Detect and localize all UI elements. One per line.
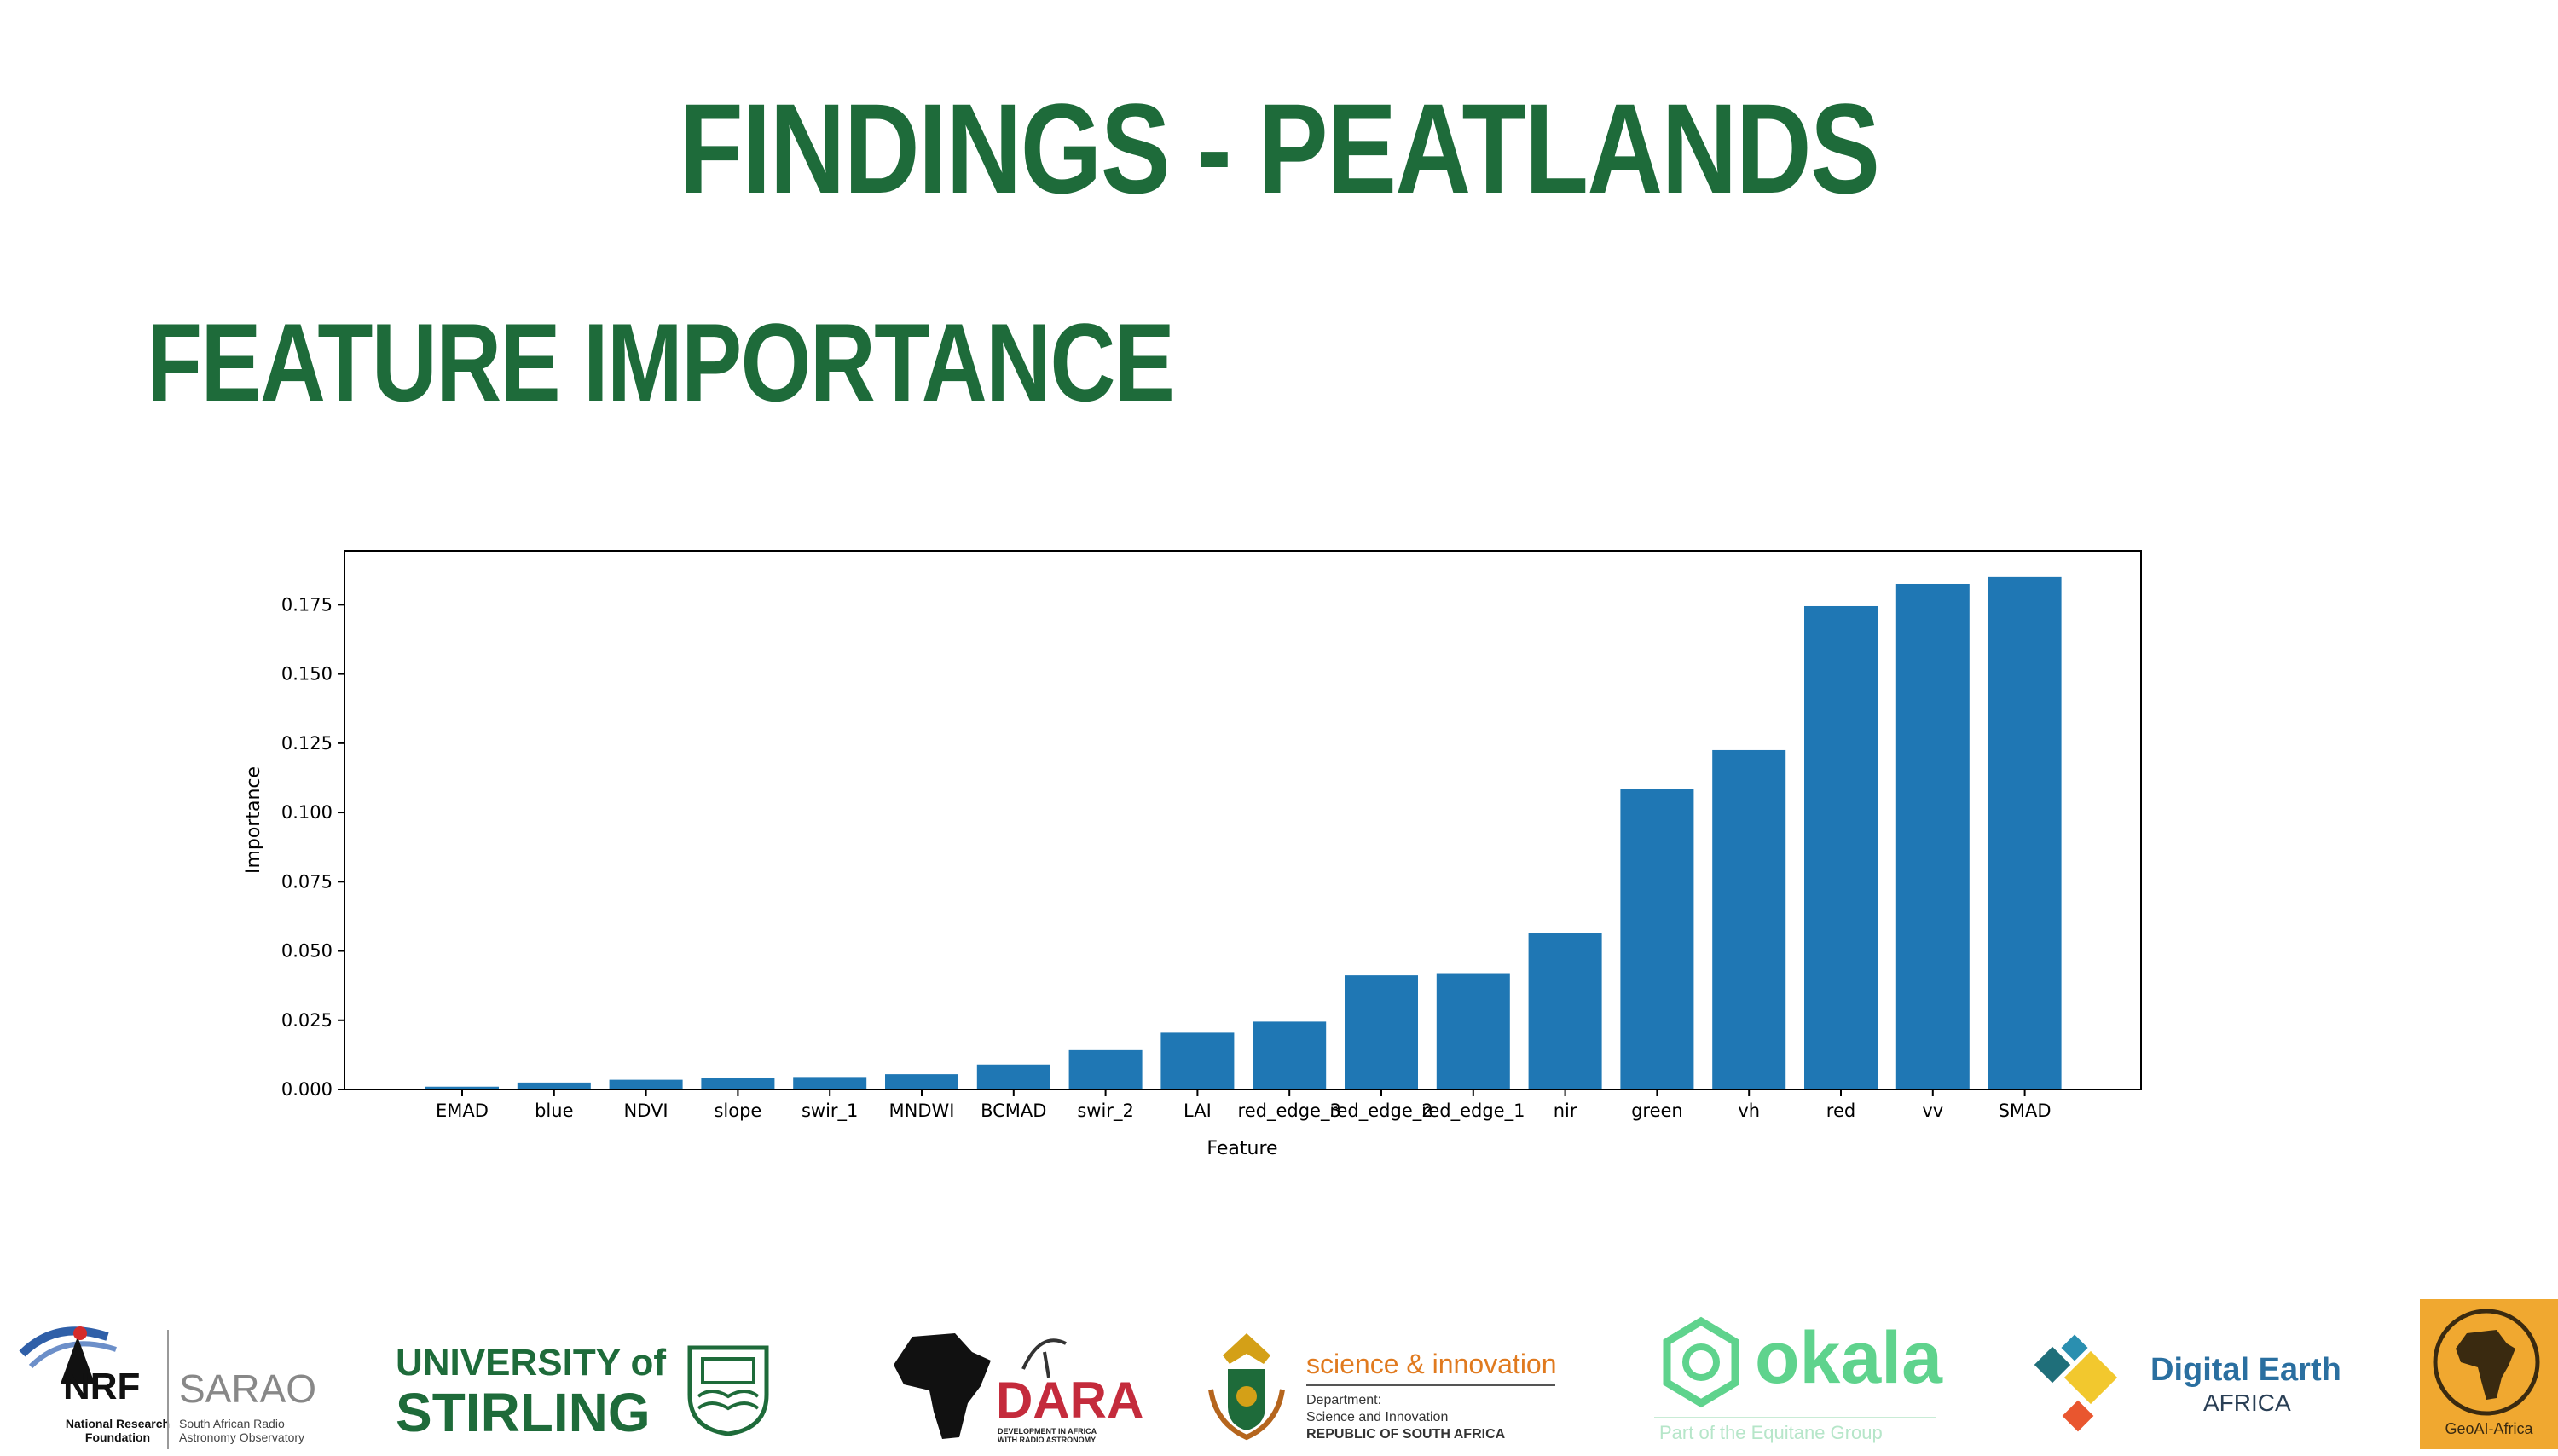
- dsi-line2: Science and Innovation: [1306, 1410, 1449, 1424]
- digital-earth-line2: AFRICA: [2203, 1390, 2291, 1416]
- bar-SMAD: [1988, 576, 2062, 1089]
- x-tick-label: green: [1631, 1101, 1683, 1121]
- x-tick-label: vv: [1922, 1101, 1943, 1121]
- digital-earth-africa-logo: Digital Earth AFRICA: [2033, 1333, 2341, 1436]
- bar-red: [1804, 605, 1878, 1089]
- x-tick-label: SMAD: [1999, 1101, 2052, 1121]
- nrf-subtext: National Research Foundation: [65, 1417, 171, 1444]
- bar-MNDWI: [885, 1074, 958, 1089]
- bar-slope: [701, 1078, 775, 1089]
- dara-logo: DARA DEVELOPMENT IN AFRICA WITH RADIO AS…: [887, 1326, 1143, 1446]
- slide-title: FINDINGS - PEATLANDS: [679, 77, 1880, 220]
- dsi-logo: science & innovation Department: Science…: [1204, 1330, 1562, 1449]
- x-tick-label: red_edge_1: [1421, 1101, 1525, 1122]
- bar-red_edge_1: [1436, 973, 1510, 1089]
- okala-logo: okala Part of the Equitane Group: [1654, 1316, 1944, 1444]
- stirling-line2: STIRLING: [396, 1382, 651, 1443]
- dsi-line3: REPUBLIC OF SOUTH AFRICA: [1306, 1427, 1506, 1442]
- bar-nir: [1528, 933, 1602, 1089]
- bar-EMAD: [425, 1086, 499, 1089]
- okala-text: okala: [1755, 1317, 1942, 1399]
- dara-text: DARA: [996, 1372, 1144, 1429]
- digital-earth-line1: Digital Earth: [2150, 1352, 2341, 1388]
- y-tick-label: 0.150: [281, 664, 333, 685]
- bar-NDVI: [609, 1079, 683, 1089]
- slide-subtitle: FEATURE IMPORTANCE: [147, 300, 1175, 425]
- bar-swir_1: [793, 1077, 867, 1089]
- okala-divider: [1654, 1417, 1936, 1418]
- x-tick-label: swir_2: [1077, 1101, 1133, 1122]
- y-tick-label: 0.000: [281, 1079, 333, 1100]
- y-axis-label: Importance: [243, 766, 264, 874]
- radio-dish-icon: [1021, 1338, 1067, 1378]
- geoai-globe-icon: [2433, 1309, 2540, 1416]
- x-tick-label: LAI: [1184, 1101, 1212, 1121]
- y-tick-label: 0.100: [281, 802, 333, 823]
- x-tick-label: swir_1: [802, 1101, 858, 1122]
- africa-map-icon: [894, 1333, 991, 1439]
- bar-red_edge_3: [1253, 1021, 1327, 1089]
- dara-subtext: DEVELOPMENT IN AFRICA WITH RADIO ASTRONO…: [998, 1427, 1097, 1444]
- x-tick-label: slope: [714, 1101, 761, 1121]
- okala-subtext: Part of the Equitane Group: [1659, 1422, 1883, 1443]
- plot-frame: [344, 550, 2142, 1090]
- nrf-sarao-logo: NRF National Research Foundation SARAO S…: [14, 1320, 316, 1456]
- sarao-text: SARAO: [179, 1366, 317, 1411]
- y-tick-label: 0.075: [281, 871, 333, 892]
- y-tick-label: 0.050: [281, 941, 333, 962]
- sarao-subtext: South African Radio Astronomy Observator…: [179, 1417, 305, 1444]
- bar-vv: [1895, 583, 1970, 1089]
- coat-of-arms-icon: [1208, 1333, 1285, 1441]
- stirling-line1: UNIVERSITY of: [396, 1342, 667, 1384]
- stirling-crest-icon: [687, 1345, 769, 1436]
- stirling-logo: UNIVERSITY of STIRLING: [396, 1342, 771, 1444]
- x-tick-label: EMAD: [436, 1101, 489, 1121]
- x-tick-label: NDVI: [624, 1101, 668, 1121]
- geoai-africa-logo: GeoAI-Africa: [2420, 1299, 2558, 1449]
- bar-LAI: [1160, 1032, 1235, 1089]
- dsi-divider: [1306, 1384, 1555, 1386]
- x-tick-label: blue: [535, 1101, 573, 1121]
- y-tick-label: 0.125: [281, 733, 333, 754]
- x-tick-label: red: [1826, 1101, 1855, 1121]
- x-axis-label: Feature: [1207, 1138, 1277, 1159]
- dsi-title: science & innovation: [1306, 1349, 1557, 1379]
- digital-earth-mark-icon: [2034, 1334, 2118, 1432]
- x-tick-label: red_edge_2: [1329, 1101, 1432, 1122]
- y-tick-label: 0.175: [281, 594, 333, 615]
- bar-green: [1620, 789, 1694, 1089]
- x-tick-label: BCMAD: [981, 1101, 1046, 1121]
- bar-blue: [517, 1082, 591, 1089]
- x-tick-label: nir: [1554, 1101, 1577, 1121]
- dsi-line1: Department:: [1306, 1393, 1382, 1407]
- nrf-emblem-icon: [19, 1326, 117, 1384]
- x-tick-label: red_edge_3: [1238, 1101, 1341, 1122]
- nrf-text: NRF: [63, 1366, 141, 1407]
- logo-divider: [167, 1330, 169, 1449]
- geoai-text: GeoAI-Africa: [2445, 1420, 2533, 1437]
- x-tick-label: MNDWI: [889, 1101, 955, 1121]
- y-tick-label: 0.025: [281, 1010, 333, 1031]
- bar-swir_2: [1068, 1049, 1143, 1089]
- bar-BCMAD: [976, 1064, 1050, 1089]
- bar-red_edge_2: [1345, 975, 1418, 1089]
- bar-vh: [1712, 749, 1786, 1089]
- okala-mark-icon: [1663, 1316, 1739, 1408]
- x-tick-label: vh: [1738, 1101, 1760, 1121]
